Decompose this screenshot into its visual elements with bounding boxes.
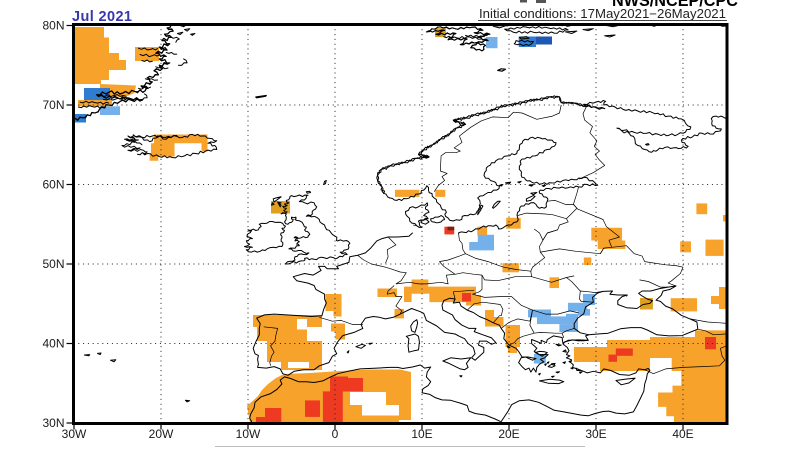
svg-text:30E: 30E [585, 427, 606, 441]
svg-text:40E: 40E [672, 427, 693, 441]
svg-text:NWS/NCEP/CPC: NWS/NCEP/CPC [612, 0, 738, 10]
svg-text:10W: 10W [236, 427, 261, 441]
svg-text:30W: 30W [62, 427, 87, 441]
svg-text:10E: 10E [411, 427, 432, 441]
svg-text:60N: 60N [42, 178, 64, 192]
svg-text:40N: 40N [42, 337, 64, 351]
svg-text:50N: 50N [42, 257, 64, 271]
svg-text:Initial conditions: 17May2021−: Initial conditions: 17May2021−26May2021 [479, 7, 726, 21]
svg-text:20E: 20E [498, 427, 519, 441]
svg-text:30N: 30N [42, 416, 64, 430]
svg-text:80N: 80N [42, 19, 64, 33]
svg-text:70N: 70N [42, 98, 64, 112]
svg-text:Jul 2021: Jul 2021 [72, 9, 132, 25]
svg-text:0: 0 [332, 427, 339, 441]
svg-text:20W: 20W [149, 427, 174, 441]
